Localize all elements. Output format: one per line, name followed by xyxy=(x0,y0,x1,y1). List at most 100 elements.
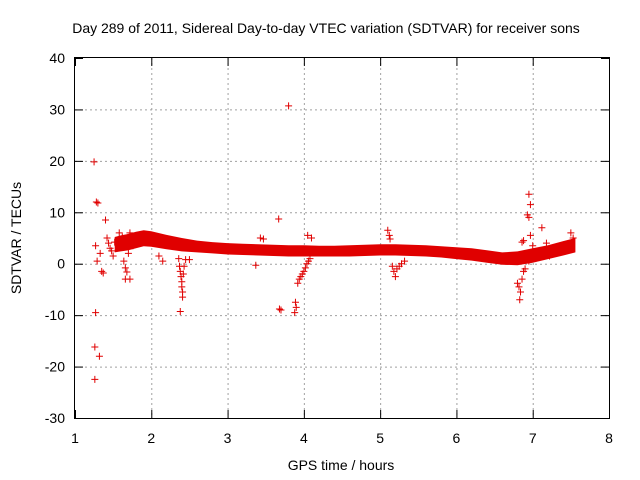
data-point xyxy=(304,231,312,239)
data-point xyxy=(91,375,99,383)
y-tick-label: 30 xyxy=(49,101,65,117)
data-point xyxy=(111,238,119,246)
data-point xyxy=(159,257,167,265)
data-point xyxy=(115,229,123,237)
y-tick-label: 20 xyxy=(49,153,65,169)
data-point xyxy=(92,198,100,206)
data-point xyxy=(175,255,183,263)
data-point xyxy=(391,273,399,281)
data-point xyxy=(179,293,187,301)
x-tick-label: 2 xyxy=(147,430,155,446)
data-point xyxy=(96,249,104,257)
data-point xyxy=(525,213,533,221)
data-point xyxy=(545,252,553,260)
data-point xyxy=(388,262,396,270)
data-point xyxy=(126,275,134,283)
x-tick-label: 8 xyxy=(605,430,613,446)
data-point xyxy=(300,267,308,275)
data-point xyxy=(517,288,525,296)
data-point xyxy=(521,265,529,273)
data-point xyxy=(109,252,117,260)
data-points xyxy=(90,102,577,383)
data-point xyxy=(526,231,534,239)
y-tick-label: -20 xyxy=(45,359,65,375)
x-tick-label: 1 xyxy=(71,430,79,446)
data-point xyxy=(124,249,132,257)
data-point xyxy=(259,235,267,243)
y-axis-label: SDTVAR / TECUs xyxy=(8,182,24,294)
x-tick-label: 5 xyxy=(376,430,384,446)
data-point xyxy=(129,242,137,250)
data-point xyxy=(516,296,524,304)
y-tick-label: 10 xyxy=(49,204,65,220)
data-point xyxy=(285,102,293,110)
data-point xyxy=(520,237,528,245)
data-point xyxy=(180,262,188,270)
data-point xyxy=(256,234,264,242)
data-point xyxy=(385,231,393,239)
data-point xyxy=(275,305,283,313)
data-point xyxy=(292,303,300,311)
y-tick-label: 0 xyxy=(57,256,65,272)
data-point xyxy=(95,352,103,360)
data-point xyxy=(176,308,184,316)
data-point xyxy=(120,257,128,265)
data-point xyxy=(384,226,392,234)
data-point xyxy=(105,239,113,247)
axis-ticks xyxy=(75,58,610,419)
data-point xyxy=(518,275,526,283)
data-point xyxy=(121,264,129,272)
data-point xyxy=(306,255,314,263)
data-point xyxy=(108,247,116,255)
y-tick-label: -10 xyxy=(45,307,65,323)
sdtvar-dense-band xyxy=(114,230,576,266)
gridlines xyxy=(75,58,609,418)
data-point xyxy=(291,298,299,306)
data-point xyxy=(401,257,409,265)
data-point xyxy=(552,247,560,255)
data-point xyxy=(291,309,299,317)
data-point xyxy=(525,257,533,265)
x-tick-label: 6 xyxy=(453,430,461,446)
data-point xyxy=(277,306,285,314)
data-point xyxy=(92,242,100,250)
data-point xyxy=(569,234,577,242)
data-point xyxy=(118,233,126,241)
data-point xyxy=(94,199,102,207)
data-point xyxy=(275,215,283,223)
data-point xyxy=(307,234,315,242)
data-point xyxy=(301,264,309,272)
data-point xyxy=(515,283,523,291)
data-point xyxy=(178,283,186,291)
x-tick-label: 3 xyxy=(224,430,232,446)
data-point xyxy=(155,252,163,260)
data-band xyxy=(114,230,576,266)
x-tick-label: 4 xyxy=(300,430,308,446)
data-point xyxy=(526,201,534,209)
y-tick-label: -30 xyxy=(45,410,65,426)
data-point xyxy=(99,269,107,277)
data-point xyxy=(93,257,101,265)
data-point xyxy=(529,242,537,250)
data-point xyxy=(513,279,521,287)
data-point xyxy=(525,190,533,198)
data-point xyxy=(185,256,193,264)
x-axis-label: GPS time / hours xyxy=(288,457,395,473)
data-point xyxy=(102,216,110,224)
x-tick-labels: 1 2 3 4 5 6 7 8 xyxy=(71,430,613,446)
data-point xyxy=(538,224,546,232)
data-point xyxy=(294,279,302,287)
chart-title: Day 289 of 2011, Sidereal Day-to-day VTE… xyxy=(72,20,580,36)
x-tick-label: 7 xyxy=(529,430,537,446)
data-point xyxy=(567,229,575,237)
data-point xyxy=(98,267,106,275)
data-point xyxy=(91,343,99,351)
y-tick-label: 40 xyxy=(49,50,65,66)
data-point xyxy=(533,249,541,257)
data-point xyxy=(518,238,526,246)
data-point xyxy=(179,270,187,278)
data-point xyxy=(92,309,100,317)
data-point xyxy=(252,261,260,269)
data-point xyxy=(123,268,131,276)
